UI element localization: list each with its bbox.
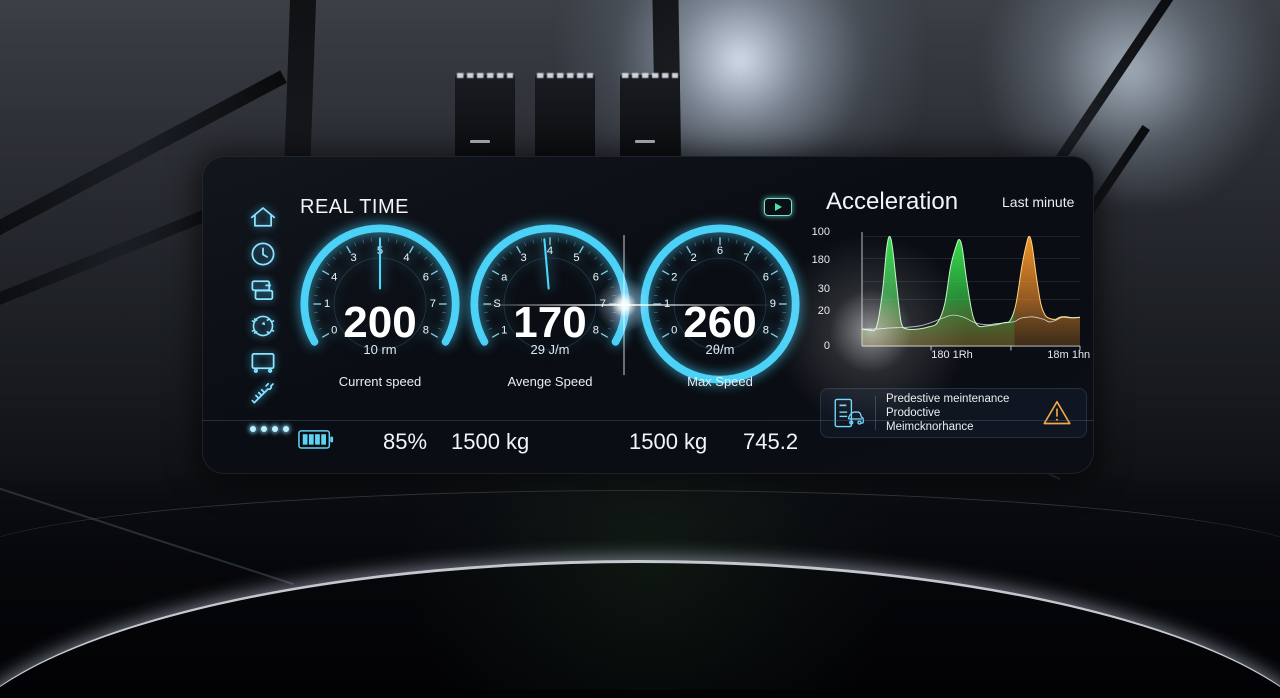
- svg-text:6: 6: [717, 245, 723, 257]
- svg-text:6: 6: [593, 272, 599, 284]
- svg-text:3: 3: [350, 252, 356, 264]
- svg-text:5: 5: [573, 252, 579, 264]
- svg-text:6: 6: [763, 272, 769, 284]
- svg-text:7: 7: [743, 252, 749, 264]
- svg-text:2: 2: [671, 272, 677, 284]
- svg-text:4: 4: [403, 252, 409, 264]
- svg-text:4: 4: [547, 245, 553, 257]
- svg-text:2: 2: [690, 252, 696, 264]
- svg-text:a: a: [501, 272, 508, 284]
- svg-text:3: 3: [520, 252, 526, 264]
- svg-text:6: 6: [423, 272, 429, 284]
- svg-text:4: 4: [331, 272, 337, 284]
